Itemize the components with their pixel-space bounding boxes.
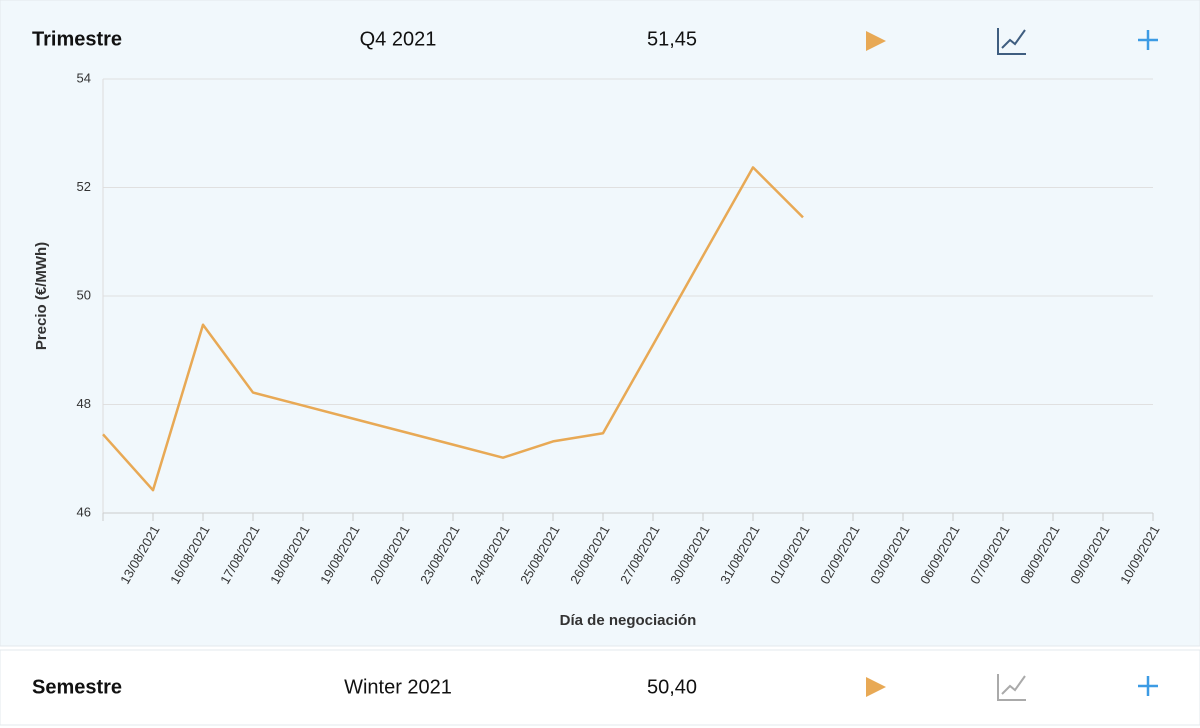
- y-tick-label: 54: [77, 70, 91, 85]
- row-price: 50,40: [647, 676, 697, 698]
- y-tick-label: 50: [77, 287, 91, 302]
- panel: [0, 0, 1200, 647]
- y-tick-label: 46: [77, 504, 91, 519]
- play-button[interactable]: [866, 31, 886, 51]
- chart-button[interactable]: [997, 674, 1026, 701]
- row-product: Winter 2021: [344, 676, 452, 698]
- y-axis-label: Precio (€/MWh): [33, 242, 50, 350]
- x-axis-label: Día de negociación: [560, 612, 697, 629]
- y-tick-label: 52: [77, 179, 91, 194]
- y-tick-label: 48: [77, 396, 91, 411]
- row-label: Trimestre: [32, 28, 122, 50]
- row-label: Semestre: [32, 676, 122, 698]
- chart-button[interactable]: [997, 28, 1026, 55]
- add-button[interactable]: [1138, 30, 1158, 50]
- add-button[interactable]: [1138, 676, 1158, 696]
- row-price: 51,45: [647, 28, 697, 50]
- row-panel: [0, 649, 1200, 726]
- row-product: Q4 2021: [360, 28, 437, 50]
- line: [102, 166, 804, 492]
- play-button[interactable]: [866, 677, 886, 697]
